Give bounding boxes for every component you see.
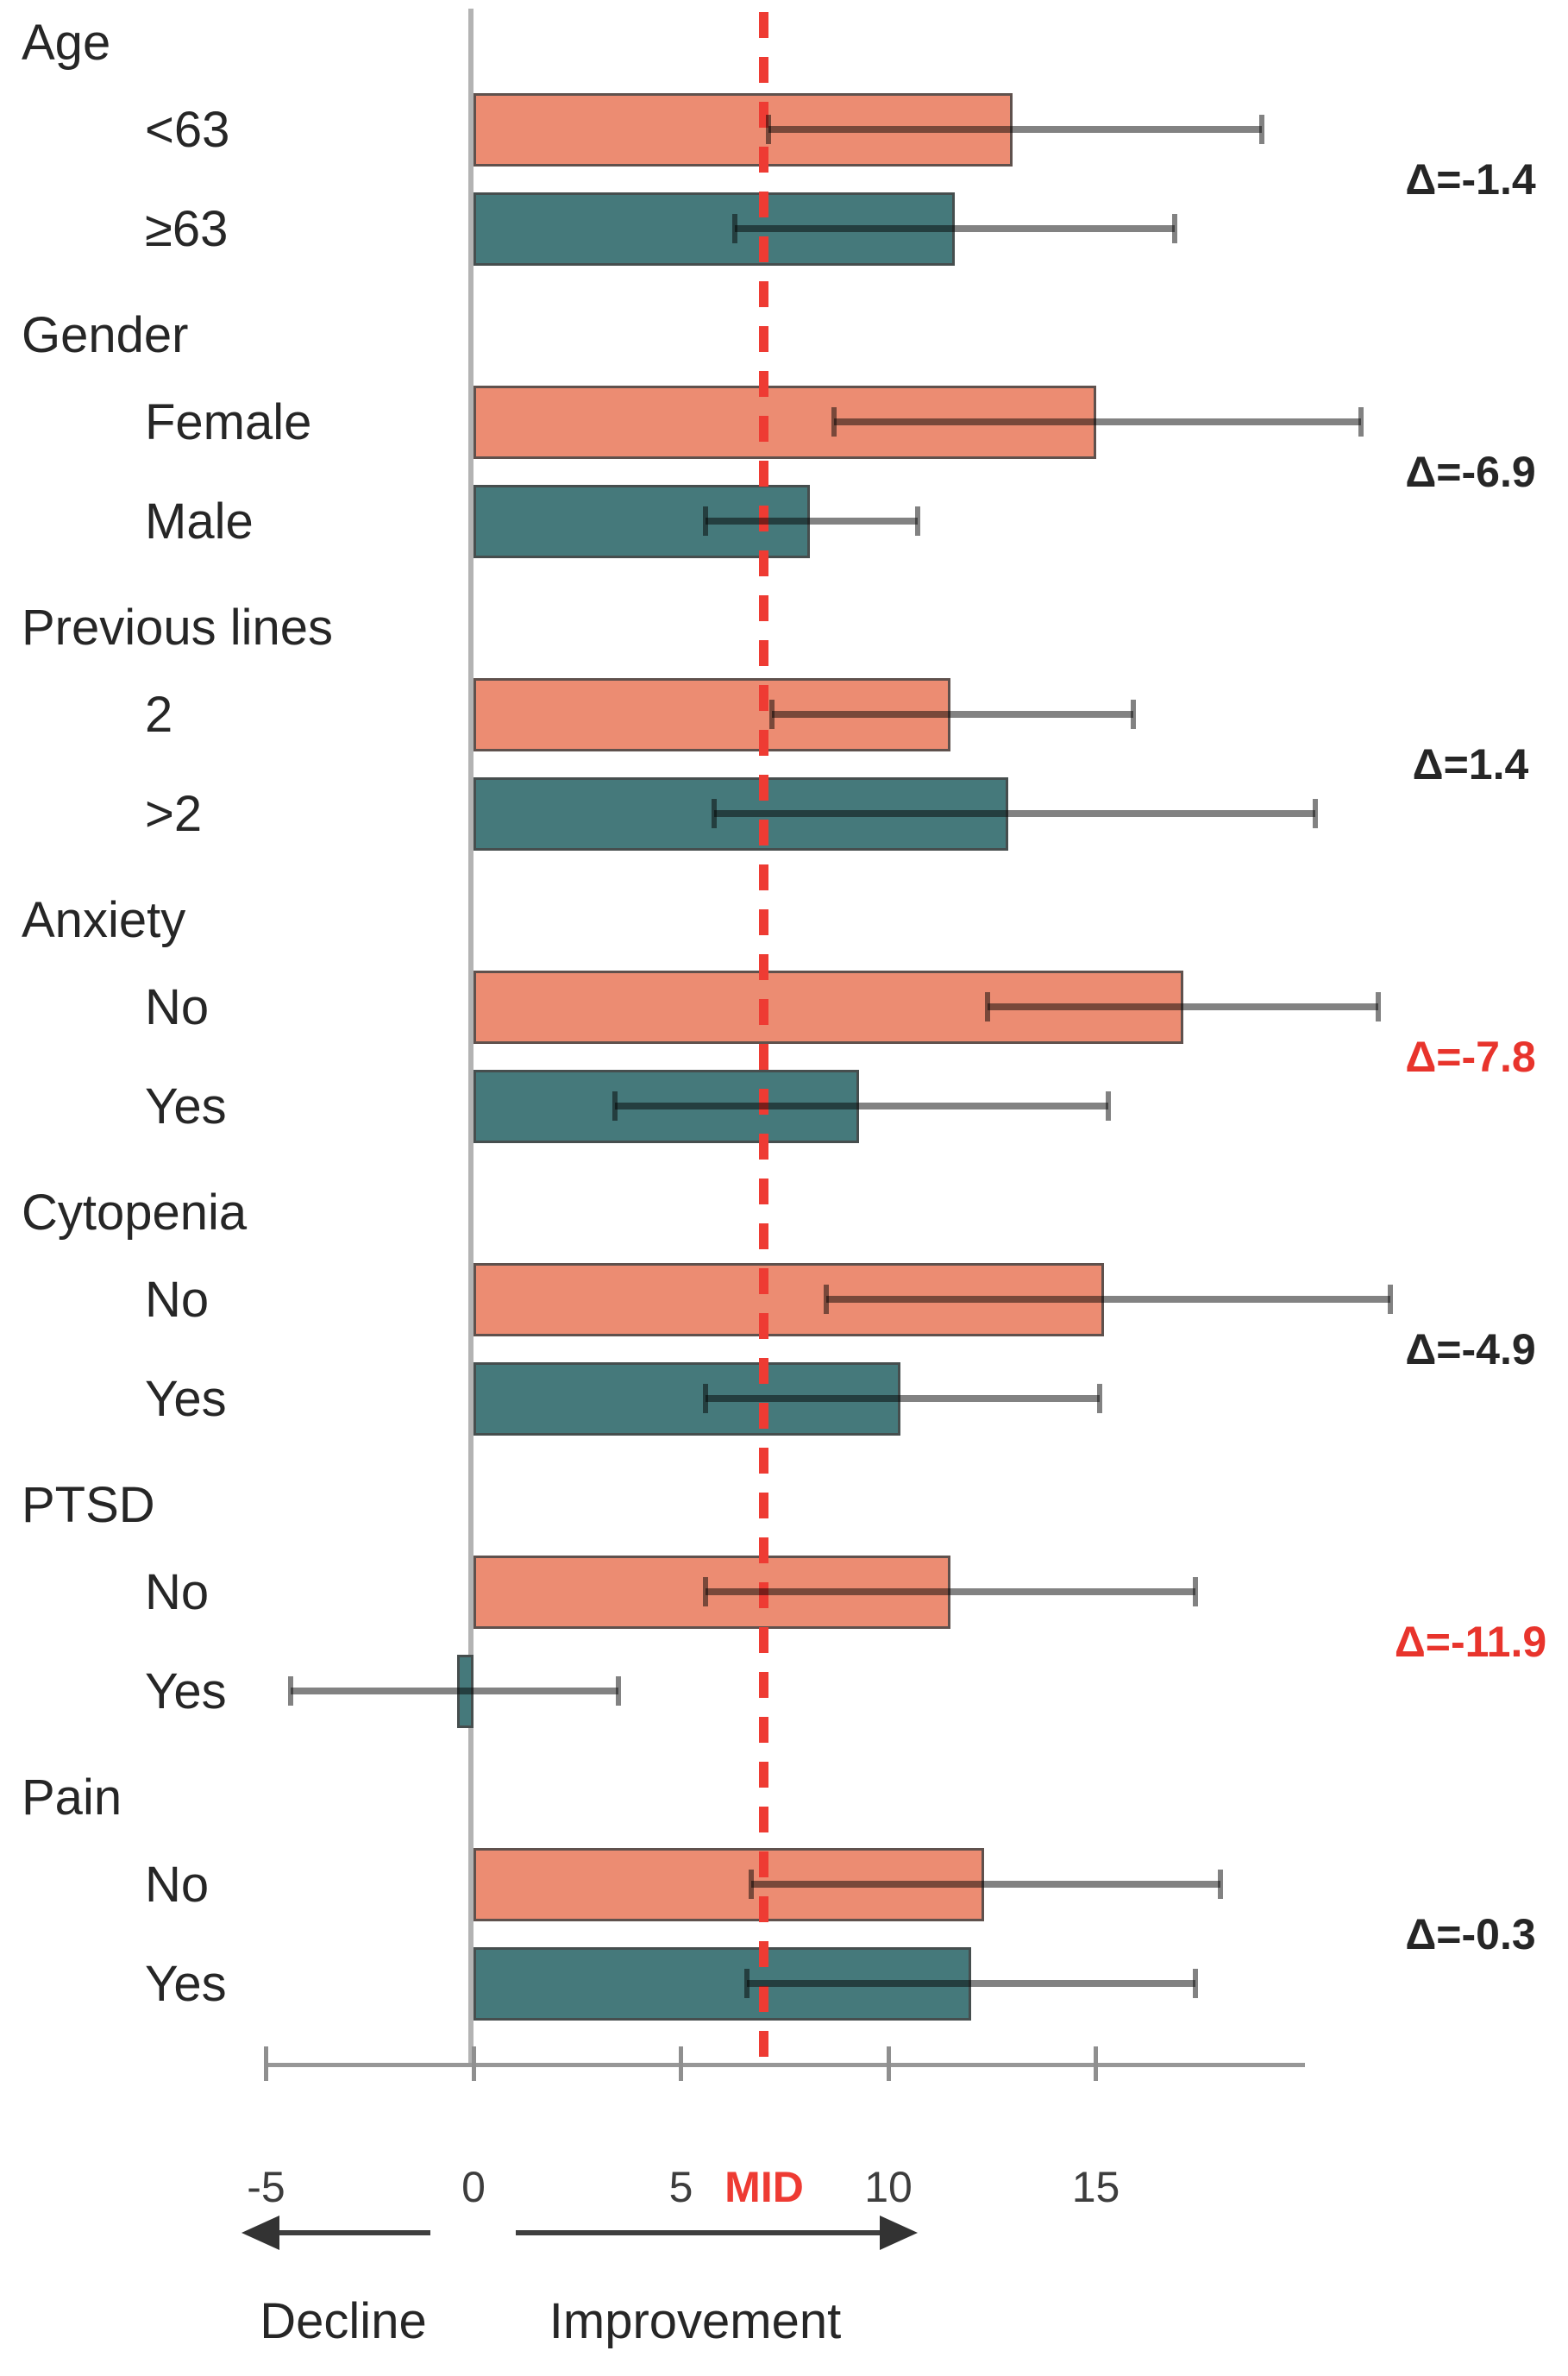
errorbar-cap-high-ptsd-yes <box>616 1676 622 1706</box>
x-tick-5 <box>679 2046 683 2081</box>
x-tick-label-10: 10 <box>864 2163 913 2211</box>
delta-label-pain: Δ=-0.3 <box>1405 1910 1536 1958</box>
group-header-anxiety: Anxiety <box>22 892 186 948</box>
improvement-arrow-head-icon <box>880 2216 918 2250</box>
row-label-pain-yes: Yes <box>145 1956 227 2012</box>
row-label-ptsd-no: No <box>145 1564 210 1620</box>
errorbar-cap-high-previous-lines-2 <box>1313 799 1319 828</box>
errorbar-cap-low-age-63 <box>765 115 771 144</box>
row-label-gender-male: Male <box>145 493 254 550</box>
group-header-age: Age <box>22 15 111 71</box>
errorbar-cap-high-gender-female <box>1358 407 1364 437</box>
x-tick-label-0: 0 <box>461 2163 486 2211</box>
decline-arrow-line <box>273 2230 430 2235</box>
delta-label-gender: Δ=-6.9 <box>1405 448 1536 496</box>
errorbar-line-pain-no <box>751 1881 1220 1888</box>
errorbar-line-anxiety-no <box>988 1003 1378 1010</box>
zero-axis-line <box>468 9 474 2066</box>
improvement-label: Improvement <box>549 2293 842 2349</box>
errorbar-cap-high-age-63 <box>1171 214 1177 243</box>
row-label-gender-female: Female <box>145 394 312 450</box>
errorbar-cap-high-ptsd-no <box>1192 1577 1198 1606</box>
row-label-anxiety-yes: Yes <box>145 1078 227 1135</box>
errorbar-line-previous-lines-2 <box>713 810 1316 817</box>
group-header-gender: Gender <box>22 307 189 363</box>
errorbar-cap-high-age-63 <box>1258 115 1264 144</box>
errorbar-cap-low-age-63 <box>732 214 738 243</box>
errorbar-line-ptsd-no <box>706 1588 1195 1595</box>
row-label-age-63: <63 <box>145 102 230 158</box>
errorbar-cap-high-pain-yes <box>1192 1969 1198 1998</box>
errorbar-cap-low-previous-lines-2 <box>711 799 717 828</box>
row-label-anxiety-no: No <box>145 979 210 1035</box>
decline-arrow-head-icon <box>241 2216 279 2250</box>
x-tick-label-5: 5 <box>668 2163 693 2211</box>
errorbar-cap-high-previous-lines-2 <box>1130 700 1136 729</box>
group-header-cytopenia: Cytopenia <box>22 1185 248 1241</box>
errorbar-line-age-63 <box>768 126 1262 133</box>
errorbar-cap-low-previous-lines-2 <box>769 700 775 729</box>
delta-label-anxiety: Δ=-7.8 <box>1405 1033 1536 1081</box>
x-axis-line <box>265 2063 1305 2067</box>
group-header-pain: Pain <box>22 1769 122 1826</box>
row-label-previous-lines-2: 2 <box>145 687 173 743</box>
row-label-cytopenia-no: No <box>145 1272 210 1328</box>
errorbar-cap-low-cytopenia-yes <box>703 1384 709 1413</box>
row-label-age-63: ≥63 <box>145 201 229 257</box>
delta-label-age: Δ=-1.4 <box>1405 155 1536 204</box>
errorbar-line-gender-female <box>834 418 1362 425</box>
errorbar-line-anxiety-yes <box>614 1103 1108 1109</box>
x-tick-15 <box>1094 2046 1098 2081</box>
group-header-previous-lines: Previous lines <box>22 600 334 656</box>
errorbar-line-pain-yes <box>747 1980 1195 1987</box>
errorbar-cap-low-pain-yes <box>744 1969 750 1998</box>
x-tick--5 <box>264 2046 268 2081</box>
errorbar-cap-low-cytopenia-no <box>823 1285 829 1314</box>
errorbar-line-gender-male <box>706 518 918 525</box>
errorbar-cap-high-cytopenia-yes <box>1097 1384 1103 1413</box>
errorbar-line-age-63 <box>735 225 1175 232</box>
errorbar-cap-low-gender-male <box>703 506 709 536</box>
errorbar-cap-high-anxiety-yes <box>1105 1091 1111 1121</box>
errorbar-cap-low-pain-no <box>749 1870 755 1899</box>
delta-label-previous-lines: Δ=1.4 <box>1412 740 1529 789</box>
mid-tick-label: MID <box>724 2163 804 2211</box>
improvement-arrow-line <box>516 2230 885 2235</box>
decline-label: Decline <box>260 2293 427 2349</box>
errorbar-cap-low-anxiety-no <box>985 992 991 1021</box>
row-label-previous-lines-2: >2 <box>145 786 203 842</box>
errorbar-line-cytopenia-no <box>825 1296 1390 1303</box>
errorbar-cap-low-anxiety-yes <box>612 1091 618 1121</box>
group-header-ptsd: PTSD <box>22 1477 155 1533</box>
x-tick-label-15: 15 <box>1071 2163 1120 2211</box>
x-tick-label--5: -5 <box>247 2163 285 2211</box>
row-label-pain-no: No <box>145 1857 210 1913</box>
errorbar-line-cytopenia-yes <box>706 1395 1101 1402</box>
errorbar-cap-low-ptsd-no <box>703 1577 709 1606</box>
errorbar-cap-high-anxiety-no <box>1375 992 1381 1021</box>
row-label-ptsd-yes: Yes <box>145 1663 227 1719</box>
x-tick-0 <box>471 2046 476 2081</box>
errorbar-cap-low-gender-female <box>831 407 837 437</box>
errorbar-cap-high-pain-no <box>1217 1870 1223 1899</box>
delta-label-cytopenia: Δ=-4.9 <box>1405 1325 1536 1373</box>
errorbar-line-ptsd-yes <box>291 1688 619 1694</box>
errorbar-line-previous-lines-2 <box>772 711 1133 718</box>
bar-age-63 <box>474 93 1013 167</box>
x-tick-10 <box>886 2046 891 2081</box>
errorbar-cap-high-gender-male <box>914 506 920 536</box>
errorbar-cap-low-ptsd-yes <box>288 1676 294 1706</box>
delta-label-ptsd: Δ=-11.9 <box>1394 1618 1547 1666</box>
errorbar-cap-high-cytopenia-no <box>1388 1285 1393 1314</box>
row-label-cytopenia-yes: Yes <box>145 1371 227 1427</box>
mid-dashed-line <box>759 12 768 2071</box>
